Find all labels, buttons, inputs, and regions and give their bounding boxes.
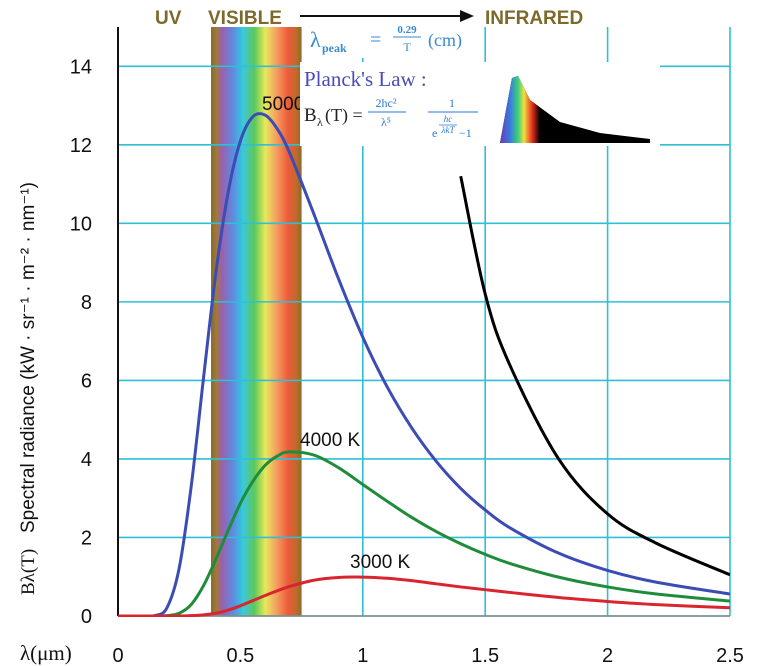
formula-unit: (cm) — [428, 30, 462, 51]
planck-exp-den: λkT — [441, 125, 456, 135]
planck-symbol: B — [304, 105, 317, 126]
formula-bg — [305, 24, 480, 58]
x-tick-label: 0.5 — [226, 645, 254, 666]
x-axis-label: λ(μm) — [20, 641, 72, 665]
y-tick-label: 6 — [81, 370, 92, 392]
uv-label: UV — [155, 8, 182, 29]
x-tick-label: 0 — [112, 645, 123, 666]
y-tick-label: 10 — [70, 213, 92, 235]
y-tick-label: 0 — [81, 606, 92, 628]
x-tick-label: 2 — [602, 645, 613, 666]
peak-formula: λ peak = 0.29 T (cm) — [305, 24, 480, 58]
series-line — [459, 175, 730, 577]
planck-title: Planck's Law : — [304, 67, 427, 91]
formula-den: T — [403, 40, 411, 54]
x-tick-label: 1.5 — [471, 645, 499, 666]
arrow-head — [460, 10, 474, 22]
x-tick-label: 2.5 — [716, 645, 744, 666]
y-tick-label: 2 — [81, 527, 92, 549]
series-line — [118, 450, 730, 617]
series-label: 4000 K — [300, 430, 361, 451]
planck-exp-num: hc — [444, 114, 453, 124]
y-axis-label: Spectral radiance (kW · sr⁻¹ · m⁻² · nm⁻… — [18, 182, 39, 533]
x-tick-label: 1 — [357, 645, 368, 666]
y-axis-symbol: Bλ(T) — [18, 549, 39, 595]
y-axis-title: Bλ(T) Spectral radiance (kW · sr⁻¹ · m⁻²… — [18, 182, 39, 595]
visible-band — [211, 27, 302, 616]
planck-law: Planck's Law : B λ (T) = 2hc² λ⁵ 1 e hc … — [300, 62, 660, 146]
planck-num2: 1 — [449, 96, 455, 110]
planck-bg — [300, 62, 660, 146]
formula-symbol: λ — [310, 27, 321, 52]
y-tick-label: 4 — [81, 449, 92, 471]
planck-num1: 2hc² — [376, 96, 397, 110]
lines — [118, 112, 730, 617]
formula-sub: peak — [322, 41, 347, 55]
series-line — [118, 112, 730, 617]
series-line — [118, 575, 730, 617]
infrared-label: INFRARED — [485, 8, 583, 29]
y-tick-label: 8 — [81, 292, 92, 314]
formula-num: 0.29 — [397, 24, 417, 36]
formula-eq: = — [370, 29, 381, 51]
y-tick-label: 12 — [70, 135, 92, 157]
planck-den-tail: −1 — [459, 126, 472, 140]
planck-arg: (T) = — [325, 105, 363, 126]
planck-den1: λ⁵ — [381, 115, 391, 129]
planck-exp-base: e — [432, 126, 437, 140]
planck-sub: λ — [317, 115, 323, 129]
series-label: 3000 K — [350, 552, 411, 573]
visible-label: VISIBLE — [208, 8, 282, 29]
visible-band-layer — [211, 27, 302, 616]
y-tick-label: 14 — [70, 56, 92, 78]
